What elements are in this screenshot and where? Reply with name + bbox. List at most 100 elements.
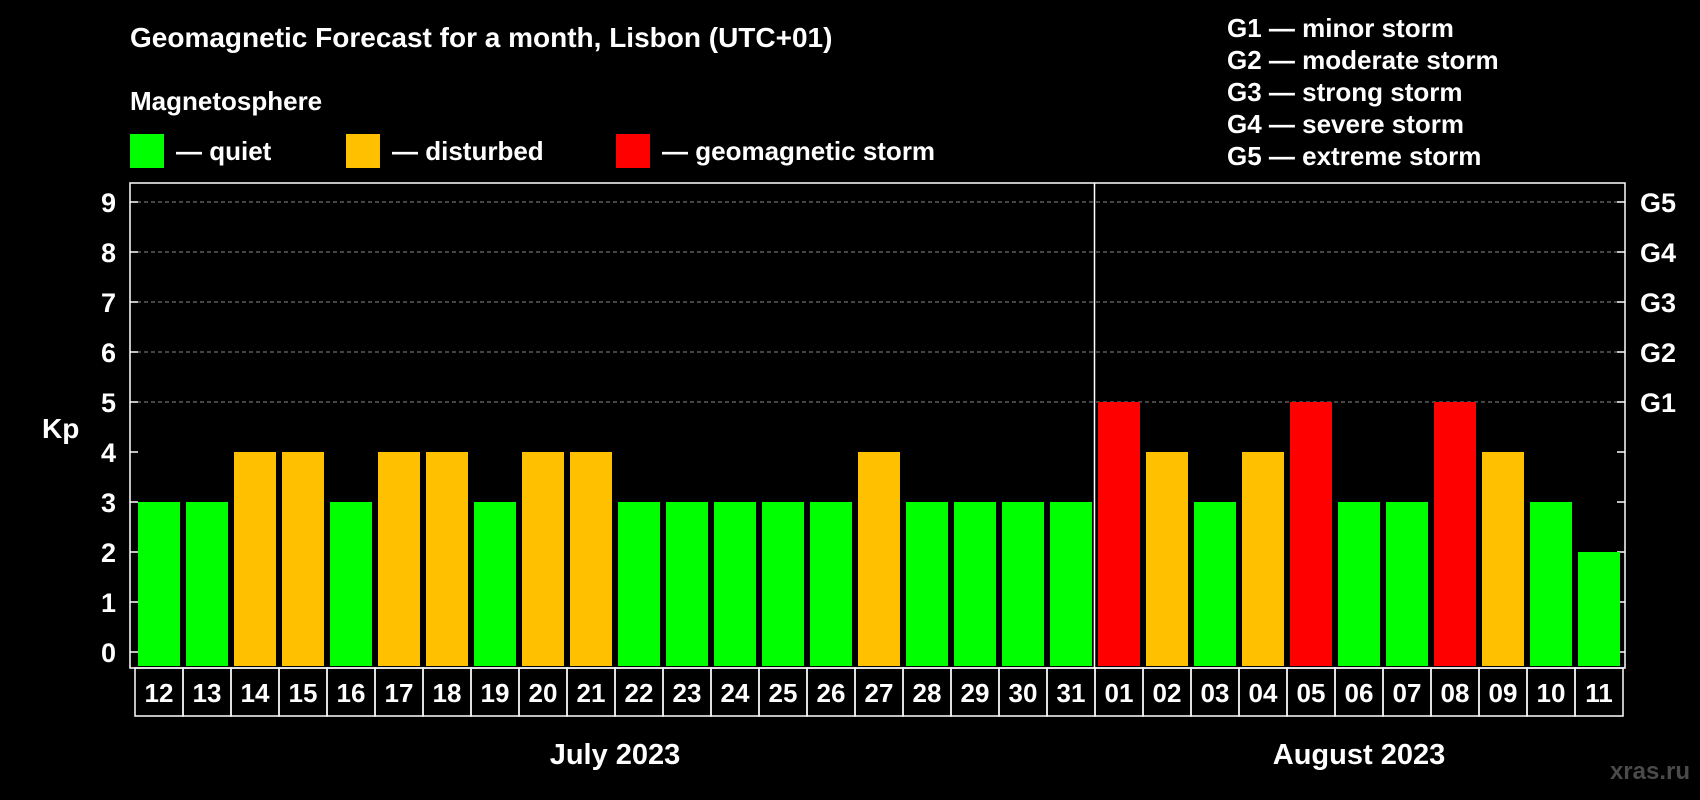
date-label: 24 (721, 678, 750, 708)
y-tick-label: 0 (101, 638, 116, 668)
bar (1098, 402, 1140, 666)
bar (1194, 502, 1236, 666)
watermark: xras.ru (1609, 758, 1690, 785)
y-tick-label: 5 (101, 388, 116, 418)
bar (810, 502, 852, 666)
date-label: 11 (1585, 678, 1613, 708)
date-label: 05 (1297, 678, 1326, 708)
legend-storm-label: — geomagnetic storm (662, 135, 936, 166)
date-label: 04 (1249, 678, 1278, 708)
date-label: 31 (1057, 678, 1086, 708)
date-label: 14 (241, 678, 270, 708)
bar (618, 502, 660, 666)
storm-legend-g4: G4 — severe storm (1227, 109, 1465, 139)
bar (1338, 502, 1380, 666)
storm-legend-g5: G5 — extreme storm (1227, 141, 1482, 171)
bar (426, 452, 468, 666)
bar (570, 452, 612, 666)
date-label: 23 (673, 678, 702, 708)
y-tick-label: 6 (101, 338, 116, 368)
date-label: 18 (433, 678, 462, 708)
bar (522, 452, 564, 666)
bar (906, 502, 948, 666)
y-tick-label: 3 (101, 488, 116, 518)
y-tick-label: 2 (101, 538, 116, 568)
bar (954, 502, 996, 666)
y-tick-label: 9 (101, 188, 116, 218)
date-label: 30 (1009, 678, 1038, 708)
y-axis-label: Kp (42, 413, 79, 444)
right-axis-label: G2 (1640, 338, 1676, 368)
bar (714, 502, 756, 666)
bar (234, 452, 276, 666)
chart-title: Geomagnetic Forecast for a month, Lisbon… (130, 22, 833, 53)
right-axis-label: G5 (1640, 188, 1676, 218)
bar (138, 502, 180, 666)
right-axis-label: G4 (1640, 238, 1676, 268)
right-axis-label: G3 (1640, 288, 1676, 318)
bar (666, 502, 708, 666)
right-axis-label: G1 (1640, 388, 1676, 418)
date-label: 07 (1393, 678, 1422, 708)
date-label: 20 (529, 678, 558, 708)
legend-quiet: — quiet (130, 134, 271, 168)
date-label: 13 (193, 678, 222, 708)
legend-storm: — geomagnetic storm (616, 134, 935, 168)
bar (762, 502, 804, 666)
bar (378, 452, 420, 666)
bar (282, 452, 324, 666)
magnetosphere-title: Magnetosphere (130, 86, 323, 116)
date-label: 16 (337, 678, 366, 708)
legend-storm-swatch (616, 134, 650, 168)
date-label: 02 (1153, 678, 1182, 708)
bar (1002, 502, 1044, 666)
storm-legend-g3: G3 — strong storm (1227, 77, 1463, 107)
bar (186, 502, 228, 666)
bar (858, 452, 900, 666)
date-label: 25 (769, 678, 798, 708)
date-label: 09 (1489, 678, 1518, 708)
bar (1290, 402, 1332, 666)
storm-legend-g2: G2 — moderate storm (1227, 45, 1499, 75)
legend-quiet-swatch (130, 134, 164, 168)
date-box (1574, 667, 1624, 717)
date-label: 12 (145, 678, 174, 708)
bar (1530, 502, 1572, 666)
date-label: 26 (817, 678, 846, 708)
storm-legend-g1: G1 — minor storm (1227, 13, 1454, 43)
bar (1242, 452, 1284, 666)
month-label: August 2023 (1273, 739, 1445, 771)
date-label: 15 (289, 678, 318, 708)
bar (1050, 502, 1092, 666)
date-label: 17 (385, 678, 414, 708)
date-label: 01 (1105, 678, 1134, 708)
y-tick-label: 4 (101, 438, 116, 468)
bar (1146, 452, 1188, 666)
date-label: 10 (1537, 678, 1566, 708)
date-label: 21 (577, 678, 606, 708)
bar (474, 502, 516, 666)
legend-disturbed-label: — disturbed (392, 135, 544, 166)
legend-disturbed-swatch (346, 134, 380, 168)
date-label: 03 (1201, 678, 1230, 708)
storm-scale-legend: G1 — minor storm G2 — moderate storm G3 … (1227, 12, 1499, 172)
bar (1386, 502, 1428, 666)
legend-disturbed: — disturbed (346, 134, 544, 168)
bar (1434, 402, 1476, 666)
bar (330, 502, 372, 666)
bar (1482, 452, 1524, 666)
legend-quiet-label: — quiet (176, 135, 272, 166)
date-label: 08 (1441, 678, 1470, 708)
date-label: 29 (961, 678, 990, 708)
y-tick-label: 8 (101, 238, 116, 268)
y-tick-label: 1 (101, 588, 116, 618)
bar (1578, 552, 1620, 666)
date-label: 28 (913, 678, 942, 708)
date-label: 19 (481, 678, 510, 708)
date-label: 27 (865, 678, 894, 708)
date-label: 22 (625, 678, 654, 708)
y-tick-label: 7 (101, 288, 116, 318)
date-label: 06 (1345, 678, 1374, 708)
month-label: July 2023 (550, 739, 681, 771)
